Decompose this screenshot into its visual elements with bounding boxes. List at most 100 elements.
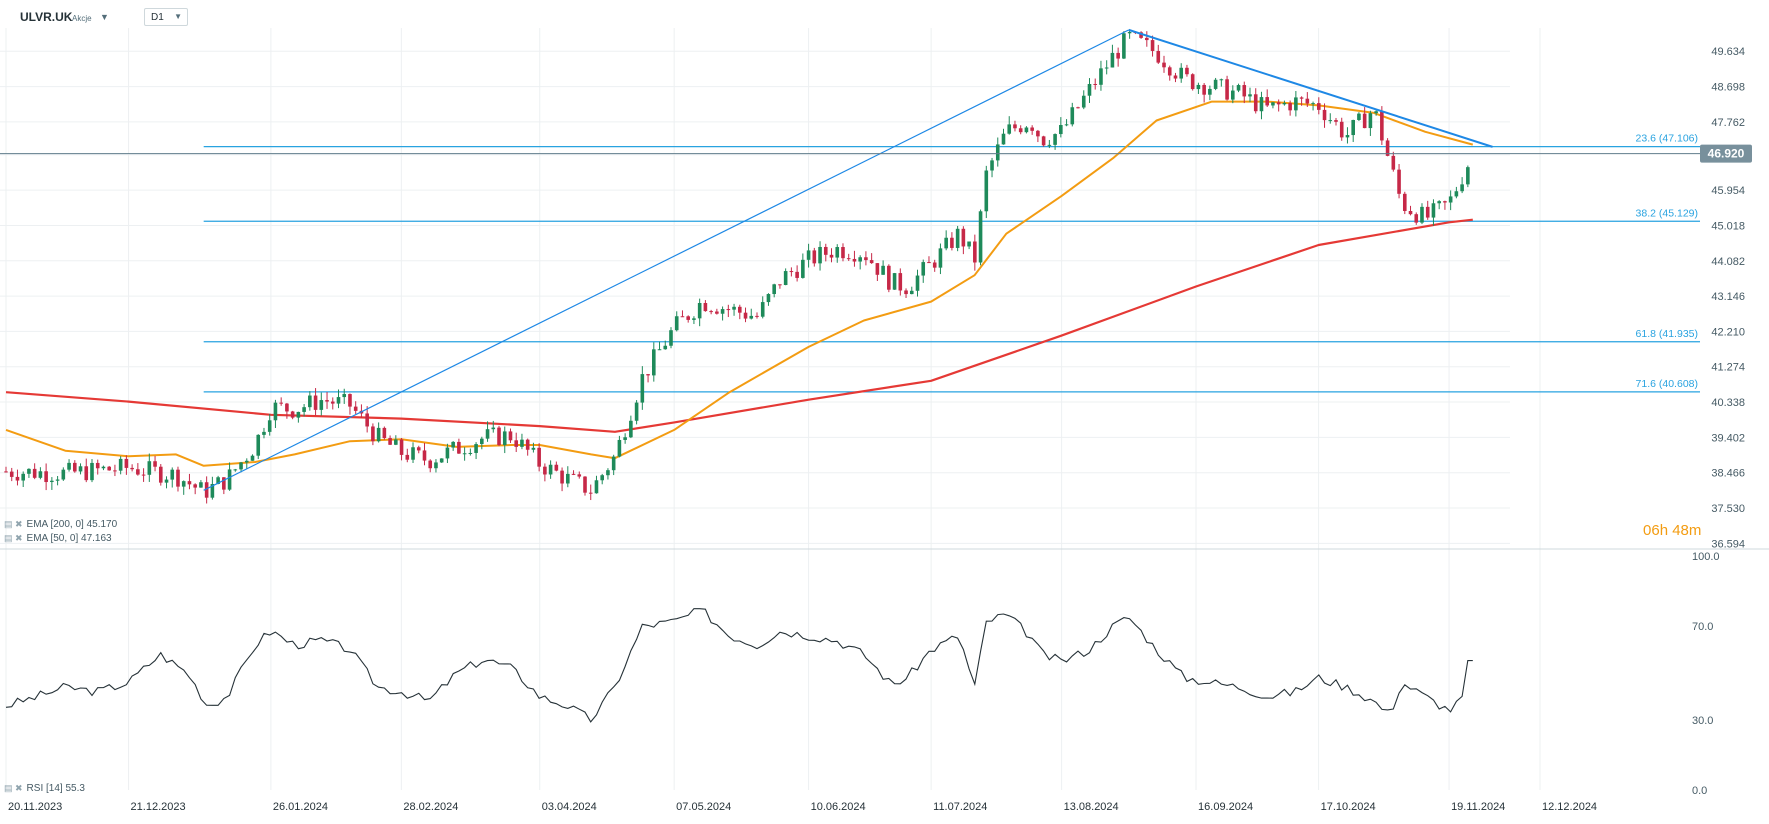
candle-bear [1116, 52, 1120, 59]
symbol-label[interactable]: ULVR.UK [20, 10, 73, 24]
candle-bear [1316, 103, 1321, 110]
candle-bear [709, 311, 713, 313]
candle-bull [629, 420, 633, 438]
candle-bear [1167, 67, 1172, 76]
candle-bull [772, 284, 776, 295]
chart-toolbar: ULVR.UK Akcje ▼ D1 ▼ [0, 0, 1769, 34]
candle-bear [755, 315, 759, 317]
candle-bear [823, 246, 828, 255]
candle-bear [789, 271, 794, 273]
legend-ema50-label: EMA [50, 0] [26, 533, 79, 544]
candle-bull [697, 302, 702, 319]
candle-bull [394, 439, 398, 445]
candle-bear [588, 492, 593, 494]
candle-bear [1242, 85, 1247, 97]
x-tick-label: 12.12.2024 [1542, 801, 1597, 813]
settings-icon[interactable]: ▤ ✖ [4, 519, 23, 529]
y-tick-label: 42.210 [1711, 326, 1745, 338]
candle-bear [44, 471, 48, 483]
trendline-downtrend [1128, 28, 1493, 148]
candle-bull [1271, 102, 1275, 106]
candle-bear [1402, 193, 1407, 211]
candle-bear [560, 470, 564, 484]
candle-bull [216, 477, 220, 484]
candle-bull [199, 482, 203, 488]
candle-bear [1339, 121, 1344, 138]
x-tick-label: 20.11.2023 [8, 801, 62, 813]
y-tick-label: 44.082 [1711, 256, 1745, 268]
candle-bear [1162, 62, 1166, 68]
candle-bear [371, 426, 375, 442]
candle-bull [669, 330, 673, 346]
ema200-line [5, 218, 1473, 433]
x-tick-label: 13.08.2024 [1064, 801, 1119, 813]
legend-rsi[interactable]: ▤ ✖ RSI [14] 55.3 [4, 783, 85, 794]
candle-bear [1013, 124, 1017, 129]
candle-bull [617, 439, 622, 457]
candle-bull [818, 246, 822, 264]
legend-ema50[interactable]: ▤ ✖ EMA [50, 0] 47.163 [4, 533, 112, 544]
candle-bull [336, 397, 341, 404]
candle-bull [640, 374, 645, 403]
candle-bull [692, 318, 696, 320]
candle-bear [4, 471, 8, 473]
candle-bear [187, 481, 192, 485]
candle-bull [1087, 83, 1092, 96]
candle-bull [250, 455, 255, 461]
settings-icon[interactable]: ▤ ✖ [4, 533, 23, 543]
candle-bear [1253, 94, 1258, 112]
candle-bear [680, 316, 685, 318]
asset-type-label: Akcje [72, 14, 92, 23]
y-tick-label: 47.762 [1711, 117, 1745, 129]
candle-bull [783, 271, 788, 286]
candle-bear [1425, 206, 1430, 218]
candle-bull [38, 471, 43, 478]
candle-bull [566, 473, 570, 484]
legend-ema200-value: 45.170 [86, 519, 118, 530]
candle-bull [835, 247, 840, 258]
symbol-dropdown-icon[interactable]: ▼ [100, 12, 109, 22]
legend-ema200[interactable]: ▤ ✖ EMA [200, 0] 45.170 [4, 519, 117, 530]
candle-bear [904, 290, 908, 295]
candle-bear [525, 439, 530, 450]
candle-bear [348, 394, 352, 407]
candle-bull [657, 349, 662, 351]
candle-bear [1156, 50, 1161, 63]
timeframe-select[interactable]: D1 ▼ [144, 8, 188, 26]
legend-ema50-value: 47.163 [81, 533, 112, 544]
candle-bull [766, 294, 771, 303]
candle-bear [313, 395, 318, 410]
trendlines[interactable] [203, 28, 1493, 491]
candle-bear [875, 263, 880, 275]
candle-bull [1466, 167, 1470, 185]
candle-bear [107, 466, 111, 471]
candle-bull [720, 309, 725, 314]
candle-bull [1213, 79, 1218, 89]
candle-bull [967, 241, 971, 247]
candle-bear [176, 469, 180, 487]
candle-bull [101, 466, 106, 469]
settings-icon[interactable]: ▤ ✖ [4, 783, 23, 793]
candle-bear [428, 460, 433, 469]
y-tick-label: 40.338 [1711, 397, 1745, 409]
candle-bull [1122, 33, 1126, 59]
candle-bear [285, 403, 289, 412]
current-price-tag: 46.920 [0, 144, 1752, 163]
candle-bull [1219, 79, 1224, 81]
candle-bear [1362, 113, 1367, 129]
y-tick-label: 43.146 [1711, 291, 1745, 303]
candle-bear [325, 400, 329, 402]
x-tick-label: 21.12.2023 [131, 801, 186, 813]
rsi-line [5, 608, 1473, 723]
y-tick-label: 37.530 [1711, 503, 1745, 515]
candle-bull [674, 316, 679, 331]
candle-bull [984, 170, 989, 212]
candle-bear [1380, 111, 1384, 141]
fib-label: 23.6 (47.106) [1636, 133, 1698, 145]
candle-bear [279, 402, 283, 404]
candle-bear [726, 309, 731, 311]
legend-rsi-value: 55.3 [65, 783, 85, 794]
candle-bear [141, 474, 146, 476]
candle-bull [170, 469, 175, 480]
